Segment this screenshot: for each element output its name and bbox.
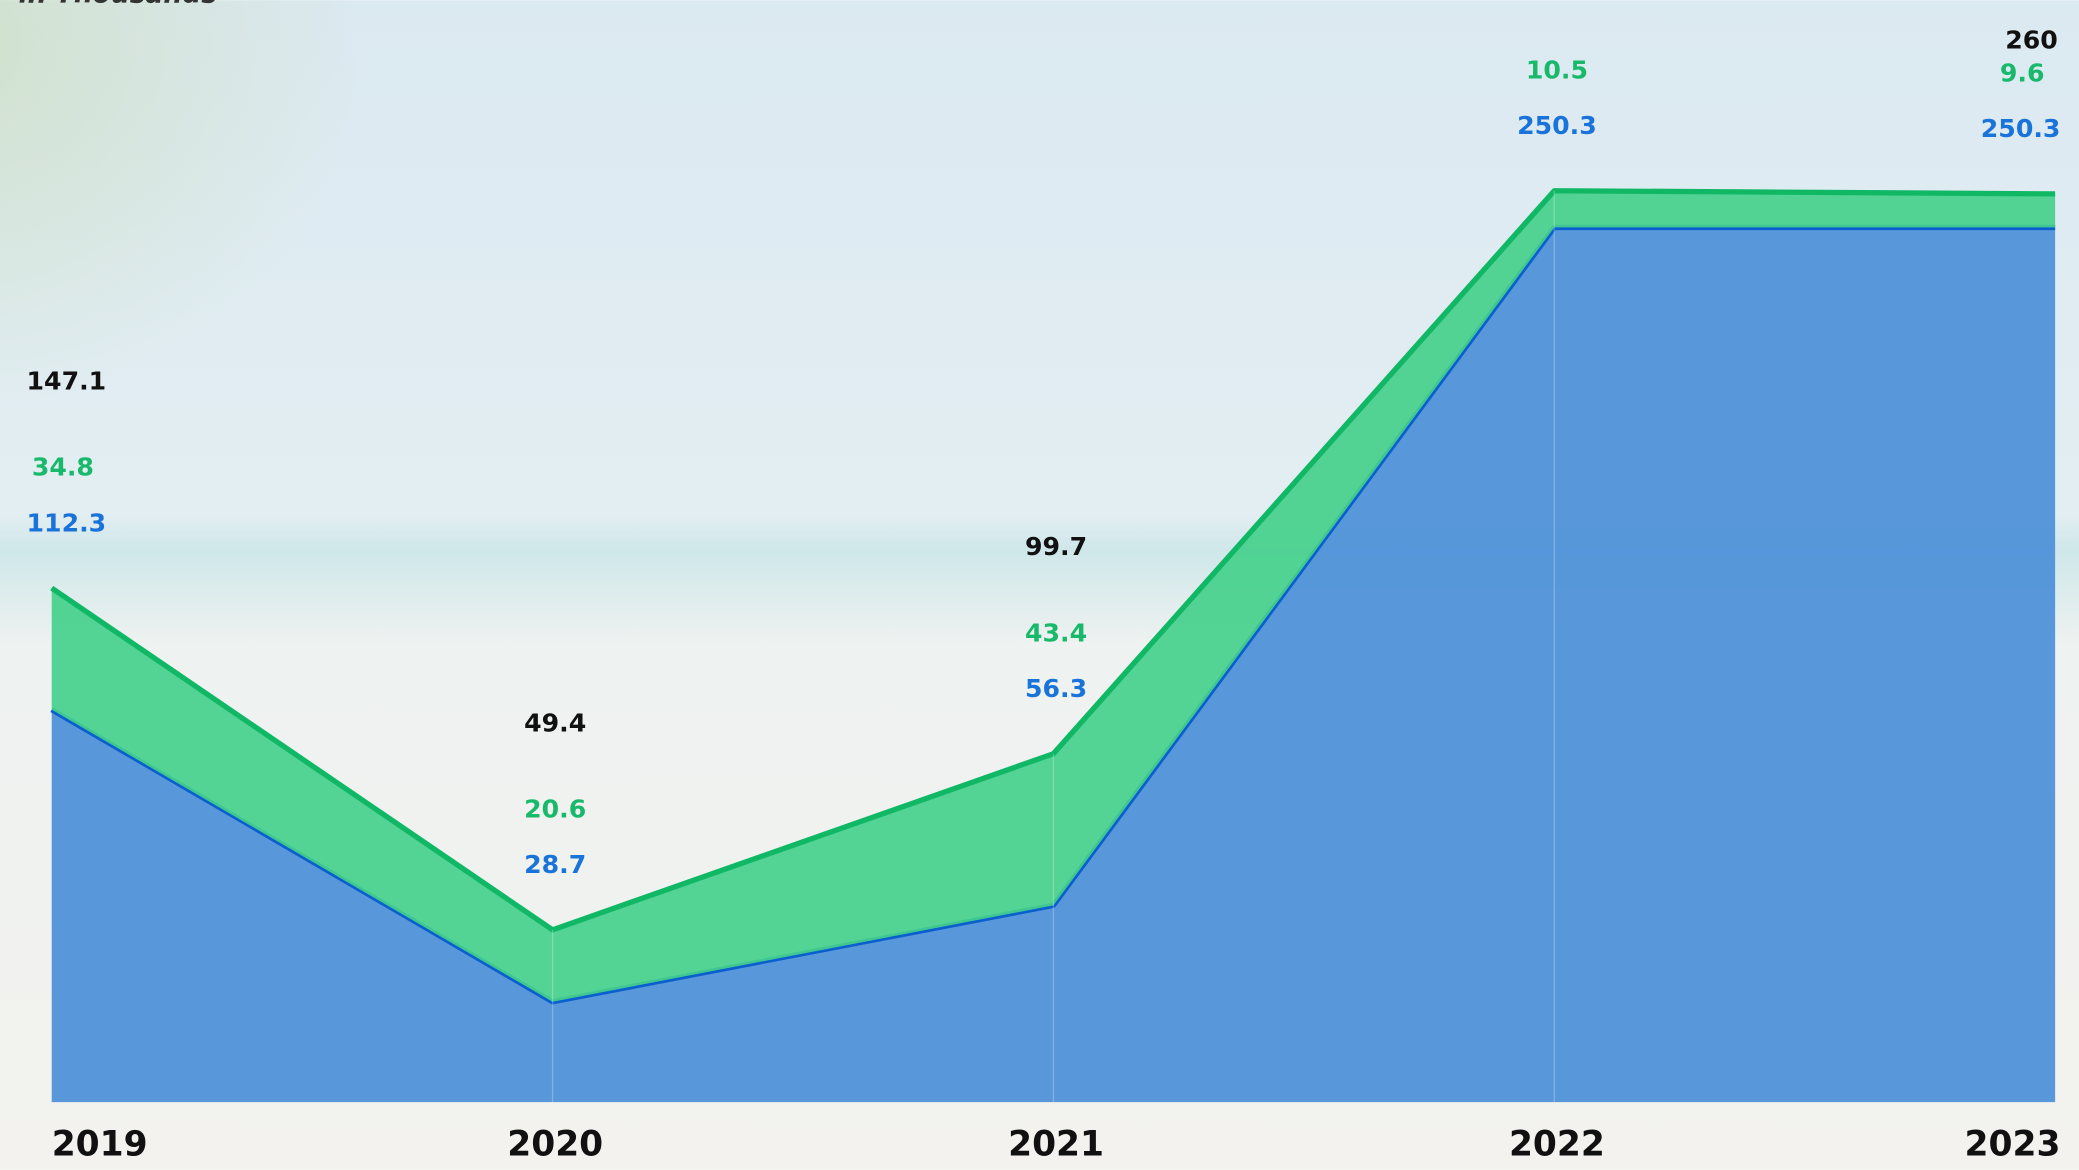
subtitle: in Thousands — [19, 0, 217, 9]
total-label: 147.1 — [27, 367, 107, 396]
value-label: 250.3 — [1981, 114, 2061, 143]
value-label: 34.8 — [32, 453, 94, 482]
value-label: 9.6 — [2000, 59, 2045, 88]
total-label: 99.7 — [1025, 532, 1087, 561]
value-label: 10.5 — [1526, 55, 1588, 84]
x-tick-label: 2021 — [1008, 1124, 1104, 1164]
chart: in Thousands 2019 112.3 34.8 147.1 2020 28.7 2… — [0, 0, 2079, 1170]
value-label: 20.6 — [524, 794, 586, 823]
x-tick-label: 2019 — [52, 1124, 148, 1164]
value-label: 28.7 — [524, 850, 586, 879]
total-label: 260 — [2005, 25, 2058, 54]
page: in Thousands 2019 112.3 34.8 147.1 2020 28.7 2… — [0, 0, 2079, 1170]
x-tick-label: 2023 — [1965, 1124, 2061, 1164]
value-label: 56.3 — [1025, 674, 1087, 703]
x-tick-label: 2022 — [1509, 1124, 1605, 1164]
value-label: 250.3 — [1517, 111, 1597, 140]
x-tick-label: 2020 — [507, 1124, 603, 1164]
total-label: 49.4 — [524, 708, 586, 737]
value-label: 43.4 — [1025, 618, 1087, 647]
value-label: 112.3 — [27, 508, 107, 537]
